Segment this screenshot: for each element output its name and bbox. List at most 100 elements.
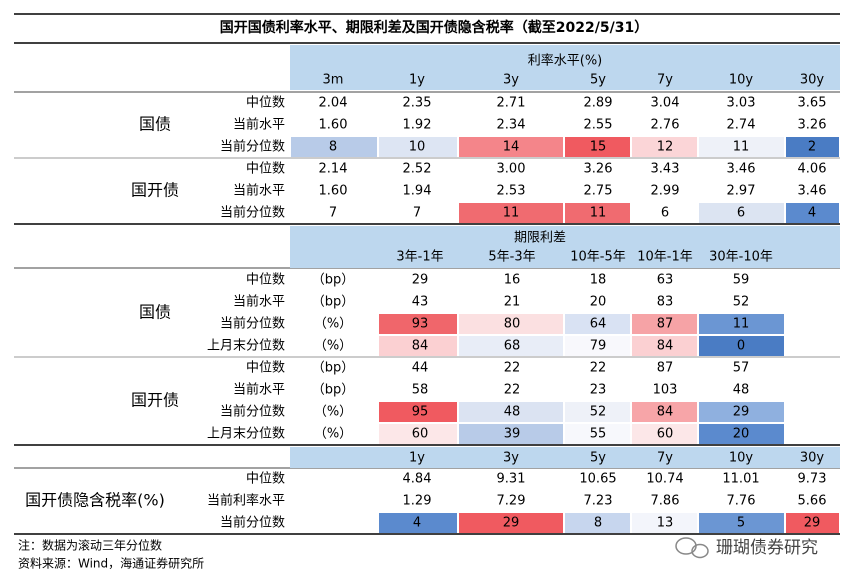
- cell-fill: [786, 203, 839, 223]
- cell-value: 6: [661, 206, 669, 221]
- row-label: 当前水平: [233, 117, 285, 133]
- group-label: 国债: [139, 303, 171, 322]
- cell-fill: [459, 137, 563, 157]
- row-label: 中位数: [246, 361, 285, 376]
- cell-value: 9.73: [798, 472, 827, 487]
- section-header: 利率水平(%): [528, 53, 603, 69]
- row-label: 上月末分位数: [207, 427, 285, 442]
- cell-fill: [565, 402, 630, 422]
- cell-value: 29: [804, 516, 821, 531]
- cell-fill: [291, 137, 377, 157]
- cell-value: 52: [590, 405, 607, 420]
- cell-fill: [699, 336, 784, 356]
- cell-value: 1.92: [403, 118, 432, 133]
- cell-fill: [786, 513, 839, 533]
- cell-value: 4.06: [798, 162, 827, 177]
- row-label: 当前分位数: [220, 316, 285, 332]
- cell-fill: [459, 203, 563, 223]
- cell-value: 11: [733, 317, 750, 332]
- cell-value: 63: [657, 273, 674, 288]
- column-header: 1y: [409, 451, 425, 466]
- cell-fill: [632, 402, 697, 422]
- cell-fill: [699, 513, 784, 533]
- cell-value: 1.60: [319, 118, 348, 133]
- column-header: 3y: [503, 73, 519, 88]
- cell-value: 2.74: [727, 118, 756, 133]
- cell-fill: [379, 402, 457, 422]
- cell-value: 0: [737, 339, 745, 354]
- cell-fill: [699, 314, 784, 334]
- cell-fill: [459, 336, 563, 356]
- cell-fill: [379, 314, 457, 334]
- cell-value: 2.35: [403, 96, 432, 111]
- cell-value: 60: [657, 427, 674, 442]
- cell-fill: [565, 513, 630, 533]
- unit-label: （%）: [314, 427, 352, 442]
- cell-value: 14: [503, 140, 520, 155]
- cell-value: 48: [733, 383, 750, 398]
- cell-value: 64: [590, 317, 607, 332]
- cell-value: 84: [657, 339, 674, 354]
- row-label: 当前分位数: [220, 139, 285, 155]
- cell-fill: [699, 203, 784, 223]
- cell-value: 22: [504, 361, 521, 376]
- cell-fill: [459, 402, 563, 422]
- cell-value: 2.55: [584, 118, 613, 133]
- row-label: 当前利率水平: [207, 493, 285, 509]
- cell-value: 16: [504, 273, 521, 288]
- column-header: 30y: [800, 451, 825, 466]
- column-header: 10年-5年: [570, 250, 626, 265]
- cell-value: 7.23: [584, 494, 613, 509]
- unit-label: （bp）: [312, 273, 355, 288]
- cell-value: 48: [504, 405, 521, 420]
- row-label: 当前水平: [233, 294, 285, 310]
- watermark: 珊瑚债券研究: [716, 538, 818, 558]
- cell-fill: [632, 137, 697, 157]
- cell-value: 5.66: [798, 494, 827, 509]
- cell-value: 23: [590, 383, 607, 398]
- cell-value: 29: [412, 273, 429, 288]
- row-label: 当前分位数: [220, 404, 285, 420]
- column-header: 7y: [657, 451, 673, 466]
- cell-value: 18: [590, 273, 607, 288]
- group-label: 国开债隐含税率(%): [25, 491, 165, 510]
- note: 注：数据为滚动三年分位数: [18, 538, 162, 553]
- cell-value: 20: [733, 427, 750, 442]
- row-label: 中位数: [246, 96, 285, 111]
- cell-value: 7.86: [651, 494, 680, 509]
- cell-fill: [459, 424, 563, 444]
- cell-value: 11: [733, 140, 750, 155]
- cell-value: 2.76: [651, 118, 680, 133]
- row-label: 当前分位数: [220, 515, 285, 531]
- column-header: 10y: [729, 451, 754, 466]
- column-header: 5y: [590, 451, 606, 466]
- column-header: 10y: [729, 73, 754, 88]
- cell-value: 8: [329, 140, 337, 155]
- cell-fill: [459, 513, 563, 533]
- cell-value: 10.65: [579, 472, 616, 487]
- cell-value: 103: [653, 383, 678, 398]
- cell-value: 60: [412, 427, 429, 442]
- cell-value: 6: [737, 206, 745, 221]
- row-label: 当前分位数: [220, 205, 285, 221]
- cell-fill: [699, 402, 784, 422]
- cell-value: 11: [503, 206, 520, 221]
- cell-value: 29: [733, 405, 750, 420]
- cell-fill: [291, 203, 377, 223]
- row-label: 当前水平: [233, 183, 285, 199]
- cell-value: 4.84: [403, 472, 432, 487]
- row-label: 当前水平: [233, 382, 285, 398]
- cell-value: 57: [733, 361, 750, 376]
- cell-fill: [632, 314, 697, 334]
- cell-fill: [699, 137, 784, 157]
- cell-value: 9.31: [497, 472, 526, 487]
- cell-fill: [632, 336, 697, 356]
- cell-value: 43: [412, 295, 429, 310]
- column-header: 30年-10年: [709, 250, 773, 265]
- cell-value: 1.94: [403, 184, 432, 199]
- column-header: 1y: [409, 73, 425, 88]
- cell-value: 2.71: [497, 96, 526, 111]
- cell-value: 79: [590, 339, 607, 354]
- column-header: 7y: [657, 73, 673, 88]
